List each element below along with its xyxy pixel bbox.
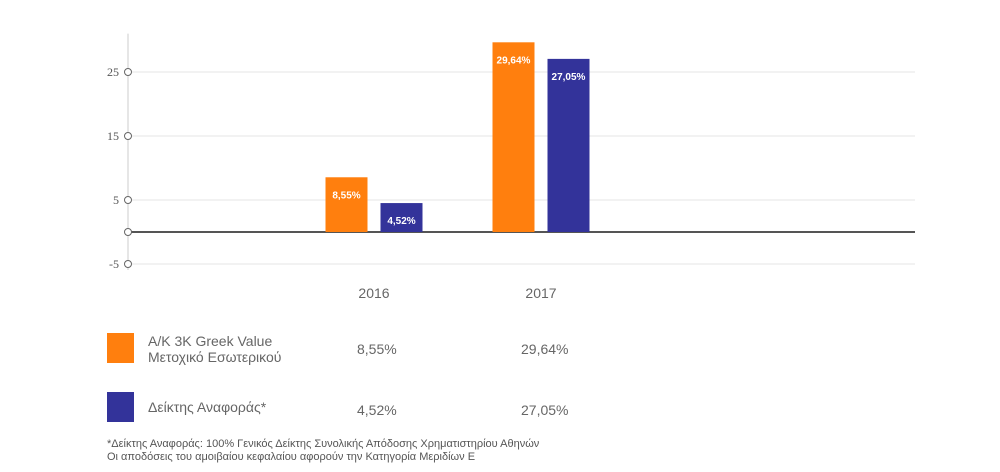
bar-benchmark-2017	[547, 58, 590, 232]
legend-swatch-fund	[107, 333, 134, 363]
bar-value-label: 4,52%	[387, 216, 415, 227]
footnote-share-class: Οι αποδόσεις του αμοιβαίου κεφαλαίου αφο…	[107, 451, 476, 463]
bars	[325, 42, 590, 232]
x-category-label: 2017	[525, 285, 556, 301]
bar-chart: 25 15 5 -5 8,55% 4,52% 29,64% 27,05% 2016 2017	[107, 33, 915, 301]
legend-swatch-benchmark	[107, 392, 134, 422]
legend-label-fund: A/K 3K Greek Value Μετοχικό Εσωτερικού	[148, 333, 328, 365]
y-tick-marker	[124, 196, 132, 204]
legend-value-fund-2017: 29,64%	[521, 341, 569, 357]
bar-benchmark-2016	[380, 203, 423, 232]
legend-row-fund: A/K 3K Greek Value Μετοχικό Εσωτερικού 8…	[107, 333, 807, 367]
y-tick-marker	[124, 228, 132, 236]
y-tick-marker	[124, 260, 132, 268]
bar-value-label: 27,05%	[552, 72, 586, 83]
legend-label-fund-line1: A/K 3K Greek Value	[148, 333, 273, 349]
x-axis-labels: 2016 2017	[358, 285, 556, 301]
y-tick-marker	[124, 68, 132, 76]
y-tick-marker	[124, 132, 132, 140]
footnote: *Δείκτης Αναφοράς: 100% Γενικός Δείκτης …	[107, 438, 807, 464]
legend-value-fund-2016: 8,55%	[357, 341, 397, 357]
x-category-label: 2016	[358, 285, 389, 301]
y-tick-label: -5	[109, 257, 119, 271]
bar-labels: 8,55% 4,52% 29,64% 27,05%	[332, 55, 585, 227]
legend-row-benchmark: Δείκτης Αναφοράς* 4,52% 27,05%	[107, 392, 807, 426]
y-axis: 25 15 5 -5	[107, 33, 132, 271]
bar-fund-2017	[492, 42, 535, 232]
y-tick-label: 25	[107, 65, 119, 79]
legend-label-fund-line2: Μετοχικό Εσωτερικού	[148, 349, 282, 365]
footnote-benchmark-definition: *Δείκτης Αναφοράς: 100% Γενικός Δείκτης …	[107, 438, 540, 450]
legend-value-benchmark-2016: 4,52%	[357, 402, 397, 418]
legend-value-benchmark-2017: 27,05%	[521, 402, 569, 418]
bar-value-label: 8,55%	[332, 190, 360, 201]
y-tick-label: 15	[107, 129, 119, 143]
bar-value-label: 29,64%	[497, 55, 531, 66]
y-tick-label: 5	[113, 193, 119, 207]
bar-fund-2016	[325, 177, 368, 232]
legend-label-benchmark: Δείκτης Αναφοράς*	[148, 399, 267, 415]
